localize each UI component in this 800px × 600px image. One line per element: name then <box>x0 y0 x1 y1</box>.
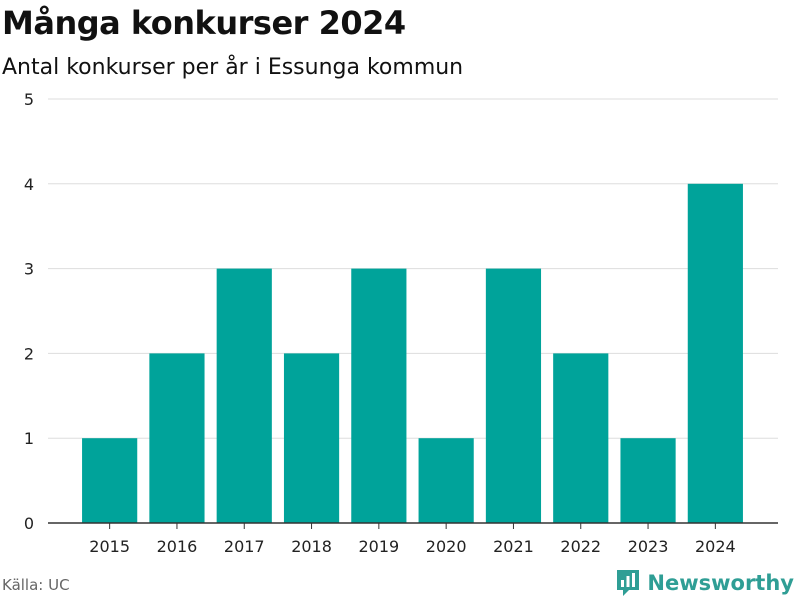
bar <box>485 268 542 523</box>
newsworthy-logo-icon <box>617 570 640 596</box>
x-tick-label: 2015 <box>89 537 130 556</box>
y-tick-label: 2 <box>24 344 34 363</box>
y-tick-label: 3 <box>24 260 34 279</box>
bar <box>553 353 609 523</box>
brand-logo: Newsworthy <box>615 568 794 598</box>
x-tick-label: 2016 <box>157 537 198 556</box>
chart-title: Många konkurser 2024 <box>2 4 406 42</box>
y-tick-label: 5 <box>24 90 34 109</box>
x-tick-label: 2017 <box>224 537 265 556</box>
bar <box>351 268 407 523</box>
bar <box>283 353 340 523</box>
bars <box>82 183 743 524</box>
brand-name: Newsworthy <box>647 571 794 595</box>
bar <box>687 183 743 524</box>
bar <box>82 438 138 523</box>
source-note: Källa: UC <box>2 576 70 594</box>
x-tick-label: 2023 <box>628 537 669 556</box>
y-tick-label: 1 <box>24 429 34 448</box>
bar <box>620 438 676 523</box>
x-tick-label: 2021 <box>493 537 534 556</box>
x-tick-label: 2020 <box>426 537 467 556</box>
x-tick-label: 2019 <box>358 537 399 556</box>
x-tick-label: 2024 <box>695 537 736 556</box>
x-tick-label: 2018 <box>291 537 332 556</box>
y-tick-label: 0 <box>24 514 34 533</box>
bar <box>149 353 205 523</box>
x-tick-label: 2022 <box>560 537 601 556</box>
bar <box>418 438 474 523</box>
axes: 0 1 2 3 4 5 2015 2016 2017 2018 2019 2020 2021 2022 20… <box>24 90 778 556</box>
bar <box>216 268 272 523</box>
chart-subtitle: Antal konkurser per år i Essunga kommun <box>2 55 464 80</box>
y-tick-label: 4 <box>24 175 34 194</box>
